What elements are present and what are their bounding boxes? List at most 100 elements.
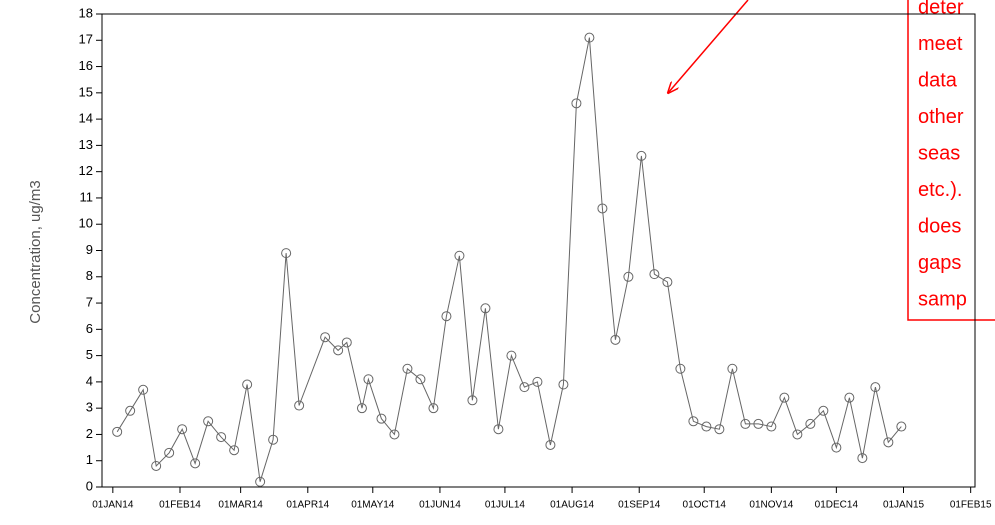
data-point (727, 363, 738, 374)
data-point (428, 403, 439, 414)
annotation-text: etc.). (918, 179, 962, 201)
data-point (363, 374, 374, 385)
y-tick-label: 18 (79, 5, 93, 20)
data-point (701, 421, 712, 432)
x-tick-label: 01JUN14 (419, 500, 461, 511)
plot-frame (101, 13, 976, 488)
data-point (125, 405, 136, 416)
x-tick-label: 01DEC14 (815, 500, 859, 511)
data-point (688, 416, 699, 427)
annotation-text: seas (918, 142, 960, 164)
data-point (714, 424, 725, 435)
data-point (389, 429, 400, 440)
data-point (883, 437, 894, 448)
data-point (281, 248, 292, 259)
data-point (766, 421, 777, 432)
data-point (805, 418, 816, 429)
data-point (558, 379, 569, 390)
y-tick-label: 4 (86, 373, 93, 388)
x-tick-label: 01MAR14 (218, 500, 263, 511)
data-point (779, 392, 790, 403)
y-tick-label: 0 (86, 478, 93, 493)
y-tick-label: 17 (79, 32, 93, 47)
data-point (151, 460, 162, 471)
data-point (229, 445, 240, 456)
data-point (532, 376, 543, 387)
annotation-text: data (918, 69, 958, 91)
x-tick-label: 01JUL14 (485, 500, 525, 511)
data-point (454, 250, 465, 261)
annotation-text: samp (918, 288, 967, 310)
x-tick-label: 01MAY14 (351, 500, 395, 511)
data-point (584, 32, 595, 43)
annotation-text: meet (918, 33, 963, 55)
data-point (519, 382, 530, 393)
data-point (831, 442, 842, 453)
data-point (649, 269, 660, 280)
data-point (138, 384, 149, 395)
data-point (896, 421, 907, 432)
data-point (320, 332, 331, 343)
data-line (116, 37, 902, 482)
y-tick-label: 14 (79, 111, 93, 126)
data-point (792, 429, 803, 440)
y-tick-label: 6 (86, 321, 93, 336)
data-point (164, 447, 175, 458)
data-point (255, 476, 266, 487)
data-point (268, 434, 279, 445)
x-tick-label: 01FEB14 (159, 500, 201, 511)
x-tick-label: 01NOV14 (749, 500, 793, 511)
data-point (818, 405, 829, 416)
y-tick-label: 12 (79, 163, 93, 178)
y-tick-label: 2 (86, 426, 93, 441)
data-point (753, 418, 764, 429)
data-point (467, 395, 478, 406)
data-point (571, 98, 582, 109)
data-point (356, 403, 367, 414)
data-point (112, 426, 123, 437)
y-tick-label: 1 (86, 452, 93, 467)
x-tick-label: 01APR14 (286, 500, 329, 511)
annotation-text: deter (918, 0, 964, 18)
x-tick-label: 01JAN15 (883, 500, 925, 511)
annotation-text: does (918, 215, 961, 237)
y-tick-label: 11 (80, 189, 94, 204)
data-point (623, 271, 634, 282)
annotation-text: gaps (918, 252, 961, 274)
data-point (376, 413, 387, 424)
y-tick-label: 7 (86, 294, 93, 309)
x-tick-label: 01JAN14 (92, 500, 134, 511)
x-tick-label: 01FEB15 (950, 500, 992, 511)
y-tick-label: 10 (79, 216, 93, 231)
data-point (636, 150, 647, 161)
data-point (333, 345, 344, 356)
data-point (190, 458, 201, 469)
annotation-text: other (918, 106, 964, 128)
data-point (242, 379, 253, 390)
data-point (493, 424, 504, 435)
data-point (341, 337, 352, 348)
data-point (870, 382, 881, 393)
y-tick-label: 15 (79, 84, 93, 99)
x-tick-label: 01SEP14 (618, 500, 661, 511)
data-point (506, 350, 517, 361)
data-point (480, 303, 491, 314)
annotation-arrow (668, 0, 749, 93)
data-point (203, 416, 214, 427)
data-point (441, 311, 452, 322)
data-point (610, 334, 621, 345)
data-point (545, 439, 556, 450)
data-point (177, 424, 188, 435)
y-tick-label: 9 (86, 242, 93, 257)
data-point (216, 432, 227, 443)
data-point (675, 363, 686, 374)
data-point (597, 203, 608, 214)
y-tick-label: 16 (79, 58, 93, 73)
data-point (857, 453, 868, 464)
data-point (415, 374, 426, 385)
data-point (402, 363, 413, 374)
x-tick-label: 01OCT14 (683, 500, 727, 511)
y-tick-label: 8 (86, 268, 93, 283)
data-point (740, 418, 751, 429)
